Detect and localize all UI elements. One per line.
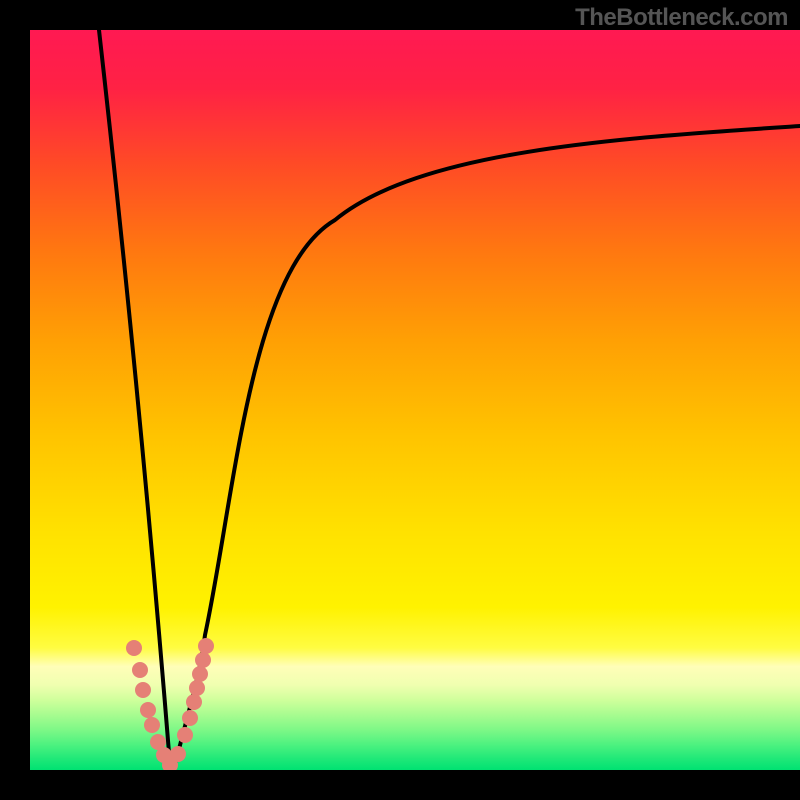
marker-point <box>186 694 202 710</box>
marker-point <box>144 717 160 733</box>
marker-point <box>189 680 205 696</box>
marker-point <box>140 702 156 718</box>
chart-container: TheBottleneck.com <box>0 0 800 800</box>
marker-point <box>126 640 142 656</box>
marker-point <box>132 662 148 678</box>
curve-layer <box>30 30 800 770</box>
marker-point <box>195 652 211 668</box>
marker-point <box>177 727 193 743</box>
marker-point <box>170 746 186 762</box>
plot-area <box>30 30 800 770</box>
marker-point <box>182 710 198 726</box>
watermark-text: TheBottleneck.com <box>575 4 788 32</box>
marker-point <box>192 666 208 682</box>
markers-group <box>126 638 214 770</box>
marker-point <box>135 682 151 698</box>
marker-point <box>198 638 214 654</box>
